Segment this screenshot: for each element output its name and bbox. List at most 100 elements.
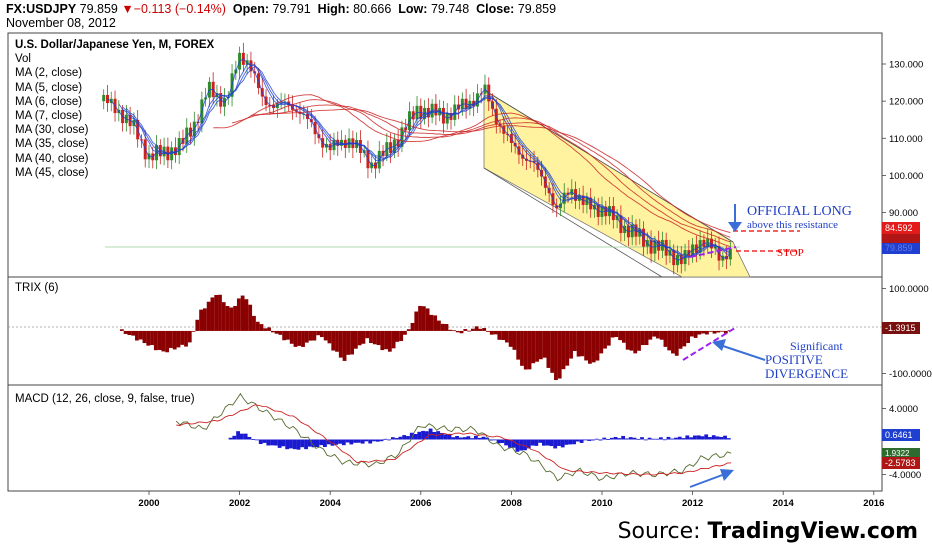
trix-bar [606,330,611,346]
trix-bar [550,330,555,373]
macd-hist-bar [304,439,308,450]
price-badge-79: 79.859 [885,243,913,253]
trix-bar [667,330,672,351]
trix-bar [414,311,419,331]
trix-bar [572,330,577,351]
trix-bar [312,330,317,341]
trix-bar [274,330,279,334]
macd-hist-bar [341,439,346,446]
price-badge-84: 84.592 [885,223,913,233]
trix-bar [206,301,211,331]
price-change: ▼−0.113 (−0.14%) [121,2,226,16]
trix-bar [282,330,287,341]
divergence-arrowhead [712,339,726,351]
trix-bar [236,298,241,331]
macd-hist-bar [289,439,293,449]
trix-bar [308,330,313,341]
trix-bar [244,299,249,331]
trix-bar [625,330,630,350]
trix-bar [172,330,177,350]
trix-bar [648,330,653,340]
macd-hist-bar [326,439,331,445]
trix-bar [248,304,253,331]
macd-hist-bar [368,439,373,444]
macd-hist-bar [387,439,391,441]
trix-y-tick-label: -100.0000 [889,369,932,380]
axes: 2000 2002 2004 2006 2008 2010 2012 2014 2016 130.… [138,60,931,510]
support-line [689,246,737,258]
trix-bar [119,329,124,331]
trix-bar [199,309,203,331]
ma-40-line [250,104,731,238]
source-brand: TradingView.com [707,519,918,544]
close-label: Close: [476,2,515,16]
trix-bar [297,330,302,346]
trix-bar [708,330,713,332]
macd-hist-bar [421,430,425,440]
macd-hist-bar [658,437,663,440]
macd-hist-bar [632,437,637,440]
trix-bar [214,295,219,331]
trix-bar [463,329,468,331]
macd-hist-bar [311,439,316,448]
open-label: Open: [232,2,269,16]
legend-item: MA (30, close) [15,124,89,137]
trix-bar [531,330,536,364]
trix-bar [135,330,139,341]
macd-hist-bar [568,439,573,445]
macd-hist-bar [372,439,376,442]
macd-hist-bar [236,431,240,440]
trix-bar [191,330,196,332]
macd-hist-bar [489,439,493,441]
macd-hist-bar [285,439,290,450]
macd-badge-green [882,448,920,457]
macd-hist-bar [330,439,335,446]
macd-hist-bar [428,428,433,440]
macd-badge-value: 0.6461 [885,430,913,440]
trix-bar [380,330,385,351]
trix-bar [229,307,234,331]
trix-bar [448,329,453,331]
trix-bar [240,295,245,331]
stop-label: STOP [777,247,804,259]
trix-divergence-line [682,327,736,361]
trix-bar [176,330,181,348]
macd-hist-bar [545,439,550,446]
legend-item: MA (40, close) [15,152,89,165]
trix-bar [421,306,426,331]
macd-line [175,392,732,482]
trix-bar [686,330,690,344]
macd-hist-bar [228,437,233,440]
macd-hist-bar [258,439,263,445]
x-tick-label: 2000 [138,498,159,509]
macd-hist-bar [579,439,584,443]
macd-hist-bar [609,437,614,440]
macd-hist-bar [711,435,716,440]
trix-bar [342,330,347,361]
trix-bar [486,330,490,332]
trix-bar [406,329,411,331]
trix-bar [504,330,509,343]
price-y-tick-label: 100.000 [889,171,923,182]
trix-bar [218,294,222,331]
macd-hist-bar [255,439,259,441]
macd-hist-bar [440,432,444,440]
trix-bar [565,330,570,366]
divergence-label-3: DIVERGENCE [765,366,848,381]
macd-hist-bar [251,439,256,440]
trix-bar [720,330,724,332]
macd-hist-bar [685,435,690,440]
open-value: 79.791 [272,2,311,16]
macd-hist-bar [379,439,384,442]
macd-hist-bar [689,437,693,440]
trix-bar [603,330,607,349]
channel-lower-line [483,167,663,278]
macd-hist-bar [481,436,486,440]
trix-y-tick-label: 100.0000 [889,284,929,295]
trix-bar [621,330,626,343]
trix-bar [138,330,143,340]
trix-last-value: -1.3915 [885,323,916,333]
x-tick-label: 2008 [501,498,522,509]
macd-y-tick-label: 4.0000 [889,404,918,415]
